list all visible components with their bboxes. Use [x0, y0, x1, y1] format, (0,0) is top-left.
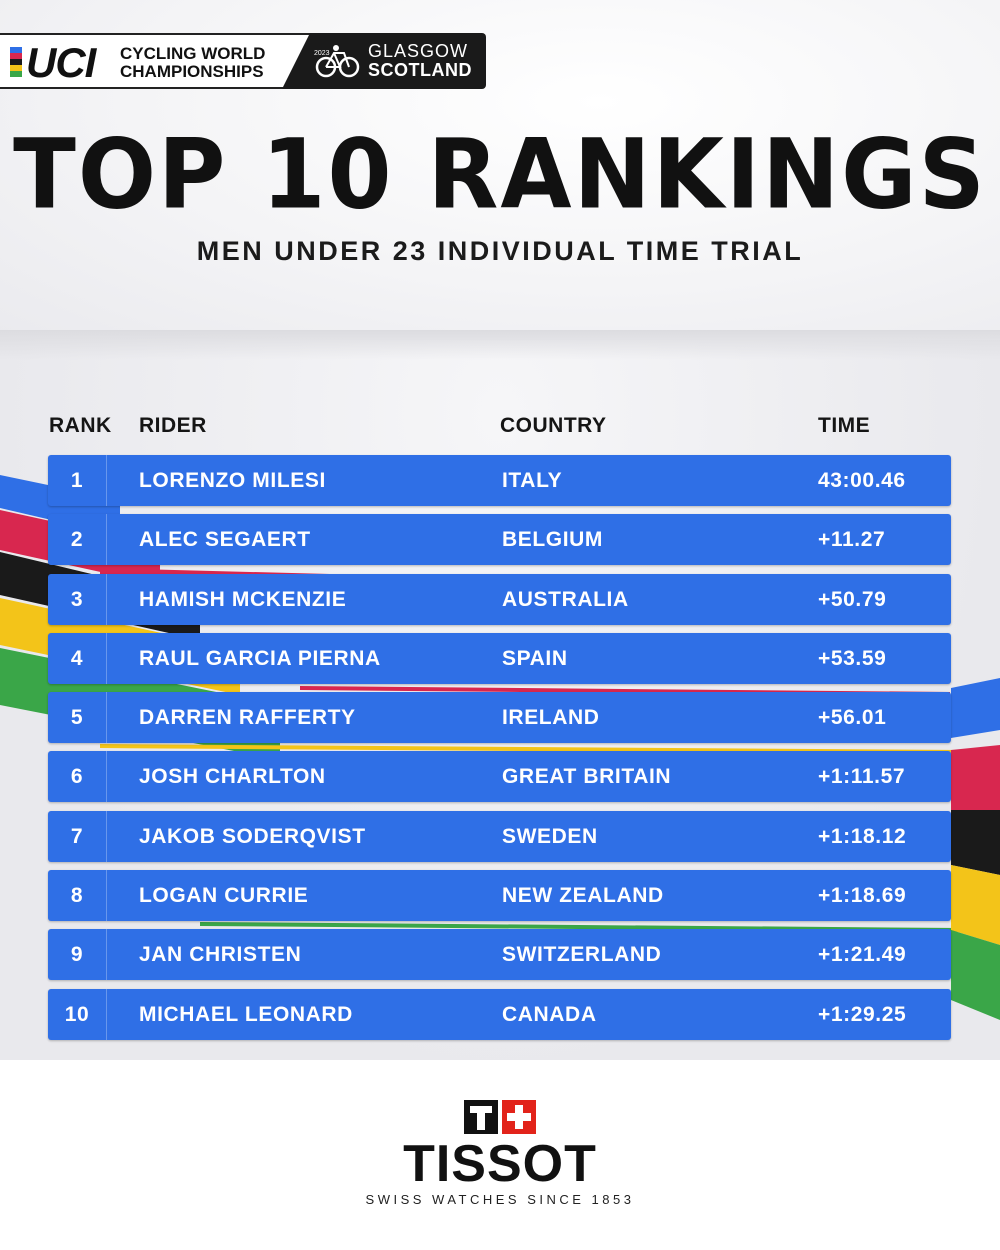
- table-row: 5 DARREN RAFFERTY IRELAND +56.01: [48, 692, 951, 744]
- event-name-line1: CYCLING WORLD: [120, 44, 266, 63]
- table-row: 3 HAMISH MCKENZIE AUSTRALIA +50.79: [48, 573, 951, 625]
- host-city-line2: SCOTLAND: [368, 60, 472, 80]
- time-cell: +1:11.57: [818, 765, 906, 789]
- page-title: TOP 10 RANKINGS: [13, 118, 987, 231]
- table-row: 1 LORENZO MILESI ITALY 43:00.46: [48, 455, 951, 506]
- host-city-line1: GLASGOW: [368, 41, 469, 61]
- country-cell: NEW ZEALAND: [502, 884, 664, 908]
- time-cell: +1:29.25: [818, 1002, 907, 1026]
- page-subtitle: MEN UNDER 23 INDIVIDUAL TIME TRIAL: [196, 236, 804, 266]
- rider-cell: ALEC SEGAERT: [139, 528, 311, 552]
- uci-logo-box: UCI CYCLING WORLD CHAMPIONSHIPS: [0, 33, 310, 89]
- country-cell: SPAIN: [502, 646, 568, 670]
- rank-cell: 5: [70, 706, 84, 730]
- rider-cell: RAUL GARCIA PIERNA: [139, 646, 381, 670]
- time-cell: +50.79: [818, 587, 887, 611]
- country-cell: CANADA: [502, 1002, 597, 1026]
- rider-cell: DARREN RAFFERTY: [139, 706, 356, 730]
- rank-cell: 9: [70, 943, 84, 967]
- time-cell: +1:21.49: [818, 943, 907, 967]
- sponsor-name: TISSOT: [403, 1135, 597, 1193]
- table-row: 8 LOGAN CURRIE NEW ZEALAND +1:18.69: [48, 870, 951, 922]
- sponsor-panel: [350, 1062, 650, 1242]
- table-row: 2 ALEC SEGAERT BELGIUM +11.27: [48, 514, 951, 566]
- year-badge: 2023: [314, 50, 330, 57]
- rank-cell: 10: [64, 1002, 90, 1026]
- uci-rainbow-icon: [10, 47, 22, 77]
- rank-cell: 1: [70, 469, 84, 492]
- country-cell: IRELAND: [502, 706, 600, 730]
- country-cell: SWEDEN: [502, 824, 598, 848]
- header-shadow: [0, 330, 1000, 360]
- table-row: 4 RAUL GARCIA PIERNA SPAIN +53.59: [48, 632, 951, 684]
- rider-cell: JOSH CHARLTON: [139, 765, 326, 789]
- rank-cell: 3: [70, 587, 84, 611]
- rider-cell: JAKOB SODERQVIST: [139, 824, 366, 848]
- rider-cell: JAN CHRISTEN: [139, 943, 302, 967]
- event-logo: UCI CYCLING WORLD CHAMPIONSHIPS 2023 GLA…: [0, 33, 486, 89]
- rank-cell: 6: [70, 765, 84, 789]
- sponsor-tagline: SWISS WATCHES SINCE 1853: [365, 1192, 635, 1207]
- column-header-rider: RIDER: [139, 414, 207, 437]
- time-cell: +11.27: [818, 528, 886, 552]
- country-cell: GREAT BRITAIN: [502, 765, 672, 789]
- table-row: 10 MICHAEL LEONARD CANADA +1:29.25: [48, 988, 951, 1040]
- rank-cell: 2: [70, 528, 84, 552]
- country-cell: ITALY: [502, 469, 563, 492]
- rider-cell: LOGAN CURRIE: [139, 884, 309, 908]
- country-cell: BELGIUM: [502, 528, 604, 552]
- table-row: 7 JAKOB SODERQVIST SWEDEN +1:18.12: [48, 810, 951, 862]
- country-cell: SWITZERLAND: [502, 943, 662, 967]
- time-cell: +1:18.69: [818, 884, 907, 908]
- uci-wordmark: UCI: [26, 39, 96, 86]
- column-header-country: COUNTRY: [500, 414, 607, 437]
- column-header-rank: RANK: [49, 414, 112, 437]
- rider-cell: HAMISH MCKENZIE: [139, 587, 347, 611]
- rider-cell: MICHAEL LEONARD: [139, 1002, 353, 1026]
- event-name-line2: CHAMPIONSHIPS: [120, 62, 264, 81]
- rank-cell: 7: [70, 824, 84, 848]
- time-cell: +56.01: [818, 706, 887, 730]
- column-header-time: TIME: [818, 414, 871, 437]
- time-cell: +53.59: [818, 646, 887, 670]
- tissot-t-cross-icon: [464, 1100, 536, 1134]
- country-cell: AUSTRALIA: [502, 587, 629, 611]
- table-row: 6 JOSH CHARLTON GREAT BRITAIN +1:11.57: [48, 751, 951, 803]
- table-row: 9 JAN CHRISTEN SWITZERLAND +1:21.49: [48, 929, 951, 981]
- bicycle-icon: 2023: [314, 45, 360, 78]
- rank-cell: 4: [70, 646, 84, 670]
- rider-cell: LORENZO MILESI: [139, 469, 326, 492]
- event-name: CYCLING WORLD CHAMPIONSHIPS: [120, 45, 300, 81]
- rankings-table: 1 LORENZO MILESI ITALY 43:00.46 2 ALEC S…: [48, 455, 951, 1048]
- host-city-box: [282, 33, 486, 89]
- rank-cell: 8: [70, 884, 84, 908]
- host-city: GLASGOW SCOTLAND: [368, 42, 472, 80]
- time-cell: 43:00.46: [818, 469, 906, 492]
- time-cell: +1:18.12: [818, 824, 907, 848]
